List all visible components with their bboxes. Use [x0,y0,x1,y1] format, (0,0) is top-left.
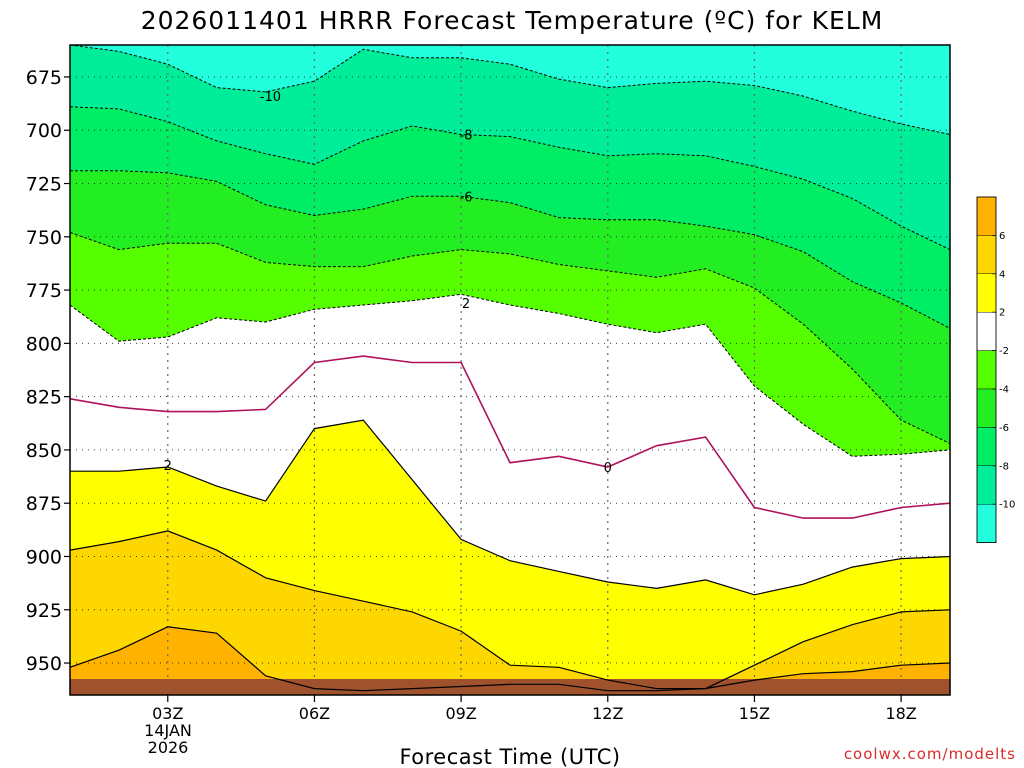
contour-label: -6 [460,190,473,205]
x-tick-label: 03Z [152,704,183,723]
colorbar-label: -6 [999,423,1009,434]
y-tick-label: 750 [26,227,62,249]
x-axis-label: Forecast Time (UTC) [399,745,620,768]
colorbar-swatch [976,312,997,351]
isotherm-6 [70,626,950,692]
isotherm-0 [70,355,950,519]
contour-label: 2 [462,297,470,312]
colorbar-label: -2 [999,346,1009,357]
band-4-6 [70,530,950,695]
colorbar-label: 4 [999,269,1005,280]
y-tick-label: 700 [26,120,62,142]
isotherm-2 [70,419,950,596]
colorbar-swatch [976,504,997,543]
contour-label: 0 [604,461,612,476]
colorbar-swatch [976,465,997,505]
y-tick-label: 925 [26,600,62,622]
x-tick-label: 06Z [299,704,330,723]
y-tick-label: 875 [26,493,62,515]
colorbar: 6 4 2 -2 -4 -6 -8 -10 [976,196,1015,544]
contour-label: 2 [164,459,172,474]
isotherm-lines [70,45,950,692]
colorbar-frame [976,196,997,544]
y-tick-label: 775 [26,280,62,302]
y-tick-label: 900 [26,546,62,568]
colorbar-label: -10 [999,500,1015,511]
colorbar-label: 2 [999,308,1005,319]
colorbar-swatch [976,235,997,274]
y-tick-label: 725 [26,174,62,196]
contour-label: -8 [460,129,473,144]
y-axis-ticks: 675 700 725 750 775 800 825 850 875 900 925 950 [26,67,70,675]
y-tick-label: 675 [26,67,62,89]
x-axis-ticks: 03Z 06Z 09Z 12Z 15Z 18Z [152,695,917,723]
y-tick-label: 825 [26,387,62,409]
contour-label: -10 [260,90,281,105]
y-tick-label: 800 [26,333,62,355]
y-tick-label: 850 [26,440,62,462]
temperature-fill-bands [70,45,950,695]
date-label-year: 2026 [148,738,189,757]
colorbar-swatch [976,350,997,390]
colorbar-label: -4 [999,385,1009,396]
x-tick-label: 18Z [885,704,916,723]
colorbar-label: -8 [999,461,1009,472]
isotherm-minus6 [70,170,950,329]
isotherm-4 [70,530,950,690]
y-tick-label: 950 [26,653,62,675]
ground-surface [70,679,950,695]
colorbar-swatch [976,427,997,466]
colorbar-swatch [976,388,997,428]
colorbar-swatch [976,196,997,236]
colorbar-label: 6 [999,231,1005,242]
isotherm-minus2 [70,293,950,457]
x-tick-label: 15Z [739,704,770,723]
plot-frame [69,44,951,696]
isotherm-minus4 [70,232,950,444]
chart-title: 2026011401 HRRR Forecast Temperature (ºC… [141,6,884,35]
isotherm-minus10 [70,45,950,135]
x-tick-label: 12Z [592,704,623,723]
isotherm-minus8 [70,106,950,251]
colorbar-swatch [976,273,997,313]
contour-labels: -10 -8 -6 2 0 2 [164,90,612,476]
source-credit[interactable]: coolwx.com/modelts [844,745,1016,763]
x-tick-label: 09Z [445,704,476,723]
date-label-day: 14JAN [144,721,192,740]
